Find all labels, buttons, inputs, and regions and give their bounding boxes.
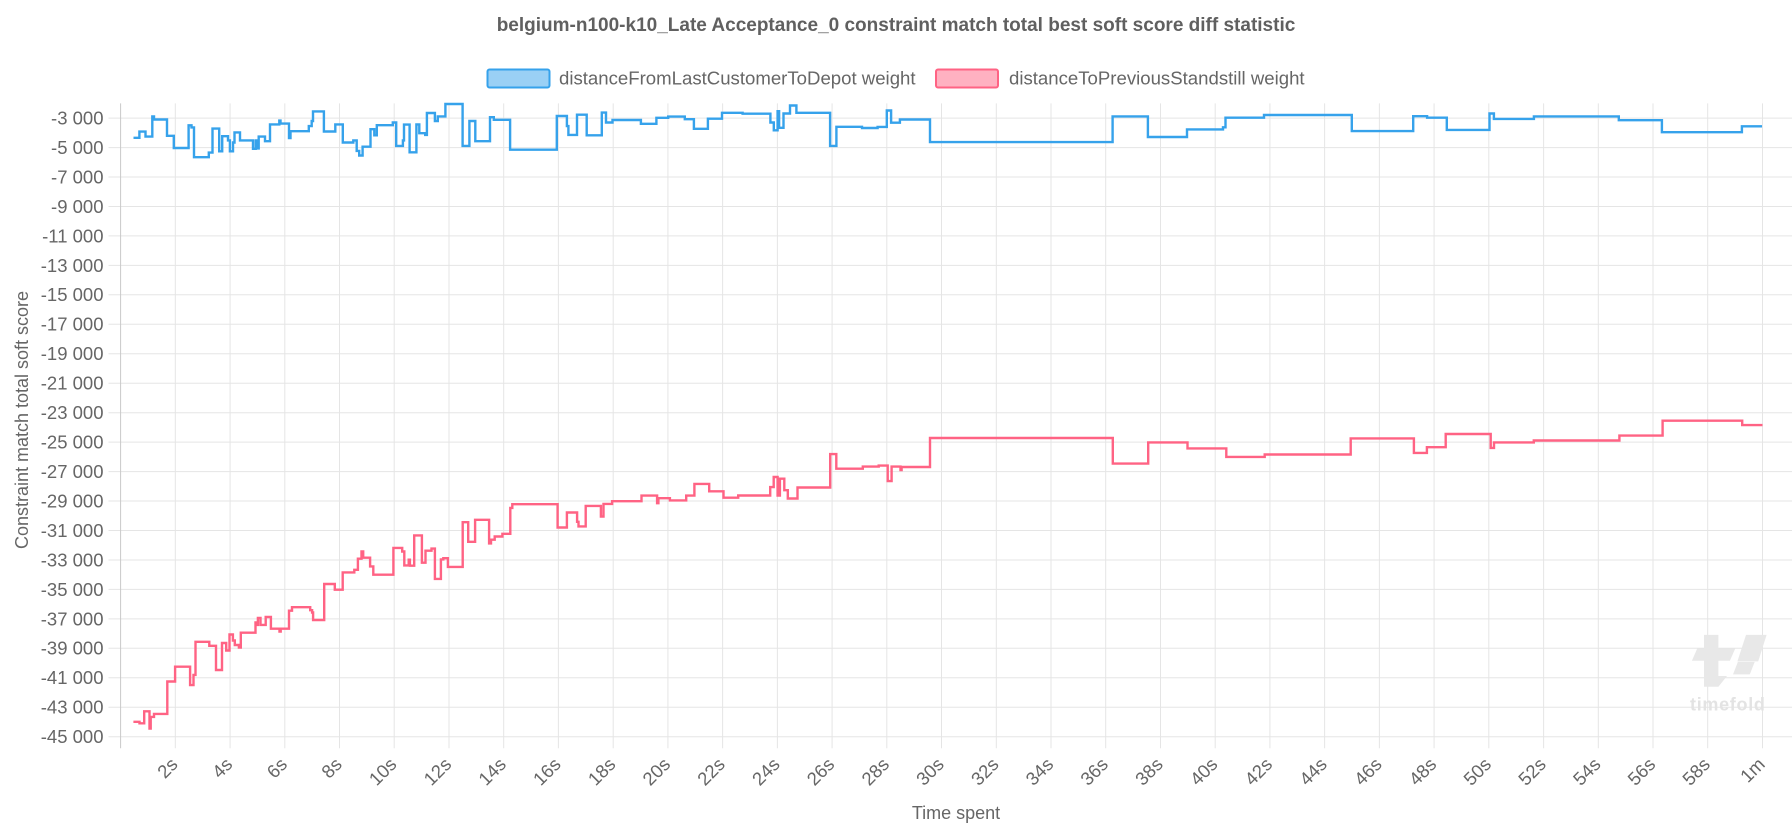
svg-text:timefold: timefold (1690, 695, 1766, 715)
svg-text:-21 000: -21 000 (41, 373, 104, 394)
svg-text:Constraint match total soft sc: Constraint match total soft score (12, 291, 32, 549)
svg-text:-35 000: -35 000 (41, 579, 104, 600)
svg-text:-23 000: -23 000 (41, 402, 104, 423)
svg-text:-17 000: -17 000 (41, 314, 104, 335)
svg-text:-27 000: -27 000 (41, 461, 104, 482)
svg-text:-19 000: -19 000 (41, 343, 104, 364)
svg-text:-11 000: -11 000 (42, 225, 103, 246)
svg-text:distanceToPreviousStandstill w: distanceToPreviousStandstill weight (1009, 68, 1305, 89)
svg-text:-5 000: -5 000 (51, 137, 103, 158)
svg-text:-31 000: -31 000 (41, 520, 104, 541)
svg-text:distanceFromLastCustomerToDepo: distanceFromLastCustomerToDepot weight (559, 68, 916, 89)
svg-text:-43 000: -43 000 (41, 697, 104, 718)
svg-text:-45 000: -45 000 (41, 726, 104, 747)
svg-text:-3 000: -3 000 (51, 108, 103, 129)
svg-text:belgium-n100-k10_Late Acceptan: belgium-n100-k10_Late Acceptance_0 const… (497, 15, 1296, 36)
svg-text:-15 000: -15 000 (41, 284, 104, 305)
svg-text:-9 000: -9 000 (51, 196, 103, 217)
svg-text:-37 000: -37 000 (41, 608, 104, 629)
svg-text:-7 000: -7 000 (51, 166, 103, 187)
svg-text:-25 000: -25 000 (41, 432, 104, 453)
svg-text:-13 000: -13 000 (41, 255, 104, 276)
svg-text:Time spent: Time spent (912, 803, 1000, 823)
svg-text:-33 000: -33 000 (41, 549, 104, 570)
svg-text:-29 000: -29 000 (41, 490, 104, 511)
svg-text:-41 000: -41 000 (41, 667, 104, 688)
svg-text:-39 000: -39 000 (41, 638, 104, 659)
